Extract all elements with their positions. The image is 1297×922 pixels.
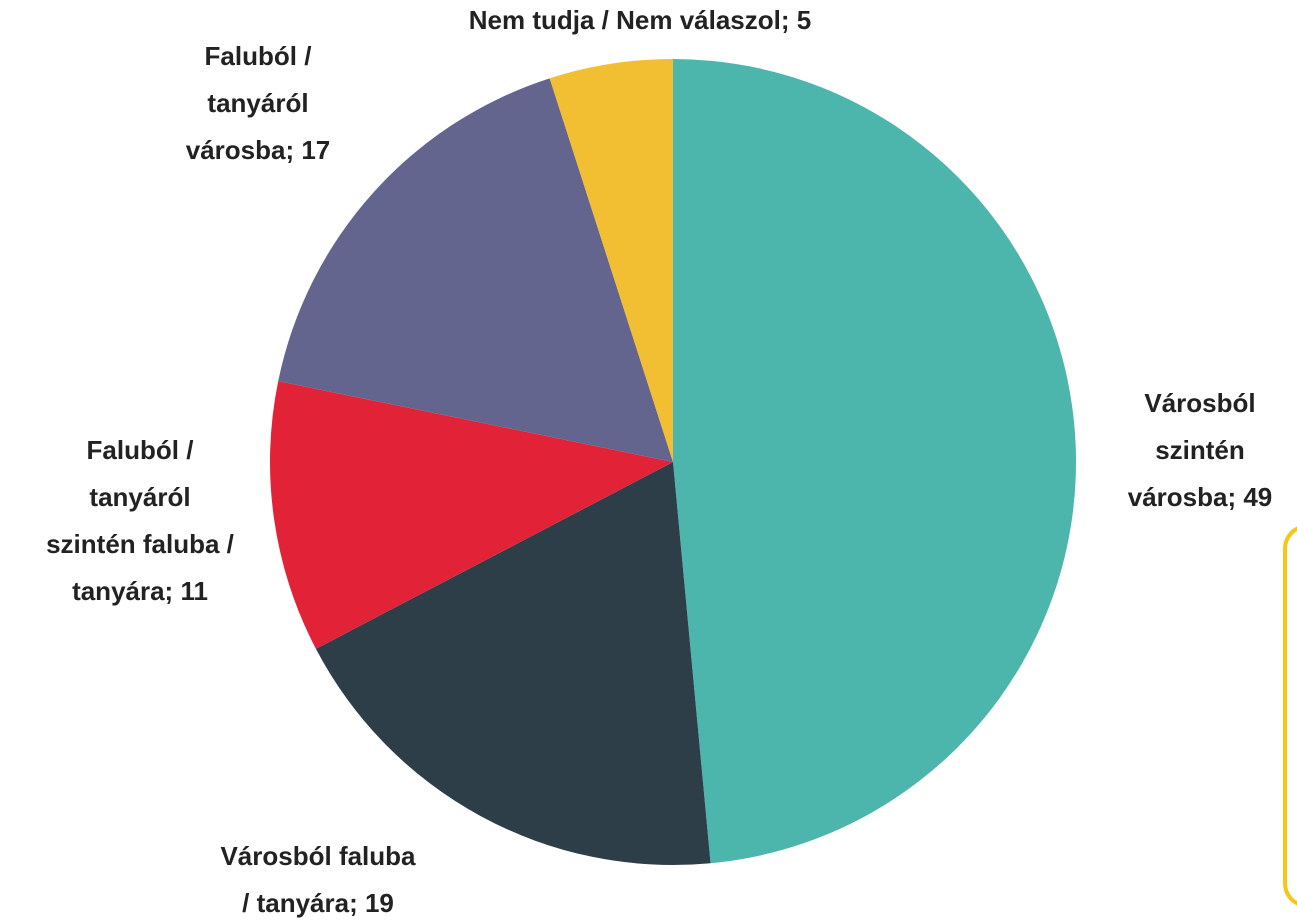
pie-slice [549, 59, 673, 462]
slice-label: tanyáról [207, 88, 308, 118]
pie-slice [269, 381, 673, 649]
slice-label: tanyáról [89, 482, 190, 512]
slice-label: tanyára; 11 [72, 576, 208, 606]
slice-label: szintén [1155, 435, 1245, 465]
slice-label: / tanyára; 19 [242, 888, 394, 918]
side-panel [1283, 526, 1297, 906]
pie-slice [315, 462, 711, 865]
slice-label: városba; 49 [1128, 482, 1273, 512]
slice-label: Nem tudja / Nem válaszol; 5 [469, 5, 811, 35]
slice-label: Faluból / [205, 41, 312, 71]
slice-label: Városból [1144, 388, 1255, 418]
slice-label: Faluból / [87, 435, 194, 465]
pie-slice [673, 59, 1077, 864]
slice-label: szintén faluba / [46, 529, 234, 559]
slice-label: Városból faluba [220, 841, 416, 871]
slice-label: városba; 17 [186, 135, 331, 165]
pie-slice [278, 78, 673, 462]
